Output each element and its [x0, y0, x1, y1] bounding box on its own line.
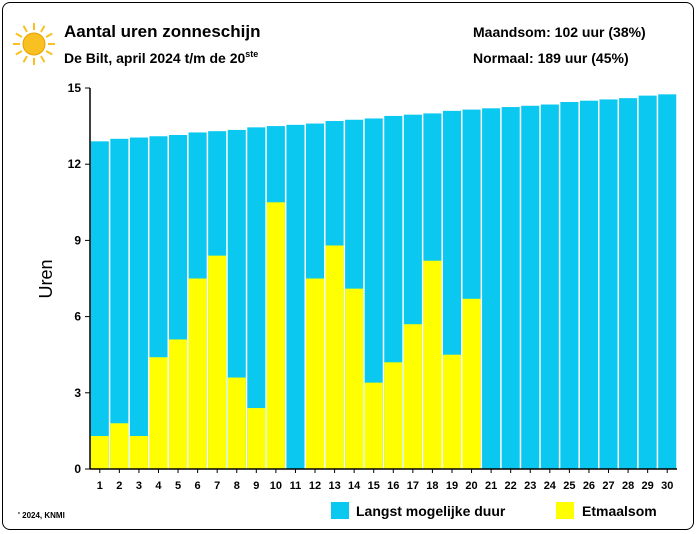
x-tick-label: 28: [622, 480, 634, 492]
bar-actual-day-8: [227, 377, 246, 469]
sun-icon: [13, 23, 55, 65]
x-tick-label: 22: [505, 480, 517, 492]
copyright: ' 2024, KNMI: [18, 511, 65, 520]
chart-title: Aantal uren zonneschijn: [64, 22, 260, 41]
bar-max-day-27: [599, 99, 618, 470]
maandsom-label: Maandsom: 102 uur (38%): [473, 24, 646, 40]
bar-max-day-15: [364, 118, 383, 469]
bar-max-day-2: [110, 138, 129, 470]
bar-actual-day-5: [169, 339, 188, 469]
bar-max-day-26: [579, 100, 598, 469]
x-tick-label: 21: [485, 480, 497, 492]
y-axis: 0 3 6 9 12 15: [68, 81, 91, 476]
bar-actual-day-18: [423, 260, 442, 469]
x-tick-label: 3: [136, 480, 142, 492]
x-tick-label: 30: [661, 480, 673, 492]
plot-area: [90, 94, 677, 470]
bar-actual-day-20: [462, 298, 481, 469]
legend-swatch-max: [331, 502, 349, 519]
bar-max-day-9: [247, 127, 266, 470]
x-tick-label: 6: [195, 480, 201, 492]
bar-actual-day-16: [384, 362, 403, 469]
y-tick-label: 12: [68, 157, 82, 171]
x-tick-label: 19: [446, 480, 458, 492]
bar-max-day-28: [619, 98, 638, 469]
bar-actual-day-13: [325, 245, 344, 469]
x-tick-label: 23: [524, 480, 536, 492]
x-axis: 1 2 3 4 5 6 7 8 9 10 11 12 13 14 15 16 17 18 19 20 21 22 23 24 2…: [90, 468, 677, 492]
bar-max-day-25: [560, 101, 579, 469]
bar-actual-day-14: [345, 288, 364, 469]
chart-subtitle: De Bilt, april 2024 t/m de 20ste: [64, 49, 258, 66]
x-tick-label: 9: [253, 480, 259, 492]
bar-actual-day-17: [403, 324, 422, 469]
bar-max-day-23: [521, 105, 540, 469]
x-tick-label: 7: [214, 480, 220, 492]
subtitle-superscript: ste: [245, 49, 258, 59]
bar-max-day-3: [129, 137, 148, 469]
x-tick-label: 11: [290, 480, 302, 492]
x-tick-label: 25: [563, 480, 575, 492]
bar-max-day-21: [482, 108, 501, 469]
legend: Langst mogelijke duur Etmaalsom: [331, 502, 657, 519]
x-tick-label: 8: [234, 480, 240, 492]
y-tick-label: 0: [74, 462, 81, 476]
x-tick-label: 14: [348, 480, 361, 492]
x-tick-label: 24: [544, 480, 557, 492]
bar-max-day-29: [638, 95, 657, 470]
normaal-label: Normaal: 189 uur (45%): [473, 50, 629, 66]
bar-max-day-22: [501, 107, 520, 470]
bar-max-day-30: [658, 94, 677, 469]
bar-actual-day-9: [247, 408, 266, 469]
x-tick-label: 13: [328, 480, 340, 492]
x-tick-label: 16: [387, 480, 399, 492]
bar-actual-day-15: [364, 382, 383, 469]
x-tick-label: 26: [583, 480, 595, 492]
y-tick-label: 9: [74, 233, 81, 247]
x-tick-label: 17: [407, 480, 419, 492]
x-tick-label: 18: [426, 480, 438, 492]
y-tick-label: 15: [68, 81, 82, 95]
y-axis-label: Uren: [36, 259, 56, 298]
bar-actual-day-3: [129, 435, 148, 469]
x-tick-label: 2: [116, 480, 122, 492]
x-tick-label: 4: [155, 480, 162, 492]
legend-label-actual: Etmaalsom: [582, 503, 657, 519]
y-tick-label: 6: [74, 310, 81, 324]
legend-swatch-actual: [556, 502, 574, 519]
bar-actual-day-19: [442, 354, 462, 469]
x-tick-label: 27: [602, 480, 614, 492]
bar-actual-day-7: [208, 255, 227, 469]
bar-max-day-24: [540, 104, 559, 469]
x-tick-label: 15: [368, 480, 380, 492]
bar-max-day-11: [286, 124, 305, 469]
x-tick-label: 29: [642, 480, 654, 492]
x-tick-label: 1: [97, 480, 103, 492]
bar-actual-day-10: [266, 202, 285, 470]
bar-actual-day-2: [110, 423, 129, 469]
x-tick-label: 10: [270, 480, 282, 492]
subtitle-text: De Bilt, april 2024 t/m de 20: [64, 50, 246, 66]
legend-label-max: Langst mogelijke duur: [356, 503, 506, 519]
bar-actual-day-12: [305, 278, 325, 469]
bar-max-day-1: [90, 141, 109, 469]
bar-actual-day-4: [149, 357, 168, 469]
x-tick-label: 20: [465, 480, 477, 492]
bar-actual-day-1: [90, 435, 109, 469]
y-tick-label: 3: [74, 386, 81, 400]
bar-actual-day-6: [188, 278, 207, 469]
x-tick-label: 12: [309, 480, 321, 492]
x-tick-label: 5: [175, 480, 181, 492]
